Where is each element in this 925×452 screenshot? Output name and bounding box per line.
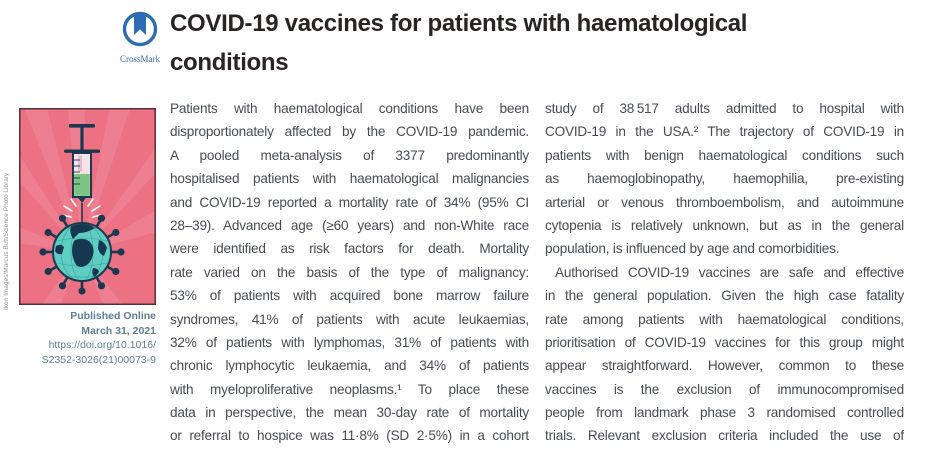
title-line-1: COVID-19 vaccines for patients with haem… bbox=[170, 10, 748, 37]
image-credit: Ikon Images/Marcus Butt/Science Photo Li… bbox=[3, 172, 10, 310]
continents bbox=[55, 224, 107, 277]
virus-globe-icon bbox=[39, 214, 125, 295]
article-column-1: Patients with haematological conditions … bbox=[170, 97, 529, 448]
crossmark-label: CrossMark bbox=[120, 54, 160, 64]
article-title: COVID-19 vaccines for patients with haem… bbox=[170, 4, 747, 82]
text-line: 32% of patients with lymphomas, 31% of p… bbox=[170, 334, 529, 350]
text-line: data in perspective, the mean 30-day rat… bbox=[170, 405, 529, 421]
crossmark-icon bbox=[122, 11, 158, 47]
text-line: and COVID-19 reported a mortality rate o… bbox=[170, 194, 529, 210]
cover-illustration bbox=[19, 108, 156, 305]
text-line: 28–39). Advanced age (≥60 years) and non… bbox=[170, 217, 529, 233]
title-line-2: conditions bbox=[170, 49, 289, 76]
text-line: as haemoglobinopathy, haemophilia, pre-e… bbox=[545, 171, 904, 187]
published-date: March 31, 2021 bbox=[81, 324, 156, 337]
article-column-2: study of 38 517 adults admitted to hospi… bbox=[545, 97, 904, 448]
text-line: with myeloproliferative neoplasms.¹ To p… bbox=[170, 381, 529, 397]
text-line: rate among patients with haematological … bbox=[545, 311, 904, 327]
publication-info: Published Online March 31, 2021 https://… bbox=[0, 309, 156, 367]
text-line: A pooled meta-analysis of 3377 predomina… bbox=[170, 147, 529, 163]
text-line: people from landmark phase 3 randomised … bbox=[545, 405, 904, 421]
text-line: disproportionately affected by the COVID… bbox=[170, 124, 529, 140]
text-line: prioritisation of COVID-19 vaccines for … bbox=[545, 334, 904, 350]
text-line: rate varied on the basis of the type of … bbox=[170, 264, 529, 280]
text-line: 53% of patients with acquired bone marro… bbox=[170, 288, 529, 304]
text-line: Authorised COVID-19 vaccines are safe an… bbox=[555, 264, 904, 280]
text-line: syndromes, 41% of patients with acute le… bbox=[170, 311, 529, 327]
text-line: appear straightforward. However, common … bbox=[545, 358, 904, 374]
text-line: Patients with haematological conditions … bbox=[170, 101, 529, 116]
text-line: patients with benign haematological cond… bbox=[545, 147, 904, 163]
text-line: study of 38 517 adults admitted to hospi… bbox=[545, 101, 904, 116]
published-online-label: Published Online bbox=[70, 310, 156, 322]
text-line: or referral to hospice was 11·8% (SD 2·5… bbox=[170, 428, 529, 444]
doi-link-line-1[interactable]: https://doi.org/10.1016/ bbox=[48, 339, 156, 352]
text-line: trials. Relevant exclusion criteria incl… bbox=[545, 428, 904, 444]
doi-link-line-2[interactable]: S2352-3026(21)00073-9 bbox=[41, 353, 156, 366]
text-line: population, is influenced by age and com… bbox=[545, 241, 840, 257]
text-line: were identified as risk factors for deat… bbox=[170, 241, 529, 257]
text-line: cytopenia is relatively unknown, but as … bbox=[545, 217, 904, 233]
text-line: vaccines is the exclusion of immunocompr… bbox=[545, 381, 904, 397]
crossmark-badge[interactable]: CrossMark bbox=[115, 10, 165, 64]
syringe-icon bbox=[64, 124, 100, 222]
text-line: arterial or venous thromboembolism, and … bbox=[545, 194, 904, 210]
text-line: COVID-19 in the USA.² The trajectory of … bbox=[545, 124, 904, 140]
text-line: in the general population. Given the hig… bbox=[545, 288, 904, 304]
text-line: hospitalised patients with haematologica… bbox=[170, 171, 529, 187]
text-line: chronic lymphocytic leukaemia, and 34% o… bbox=[170, 358, 529, 374]
